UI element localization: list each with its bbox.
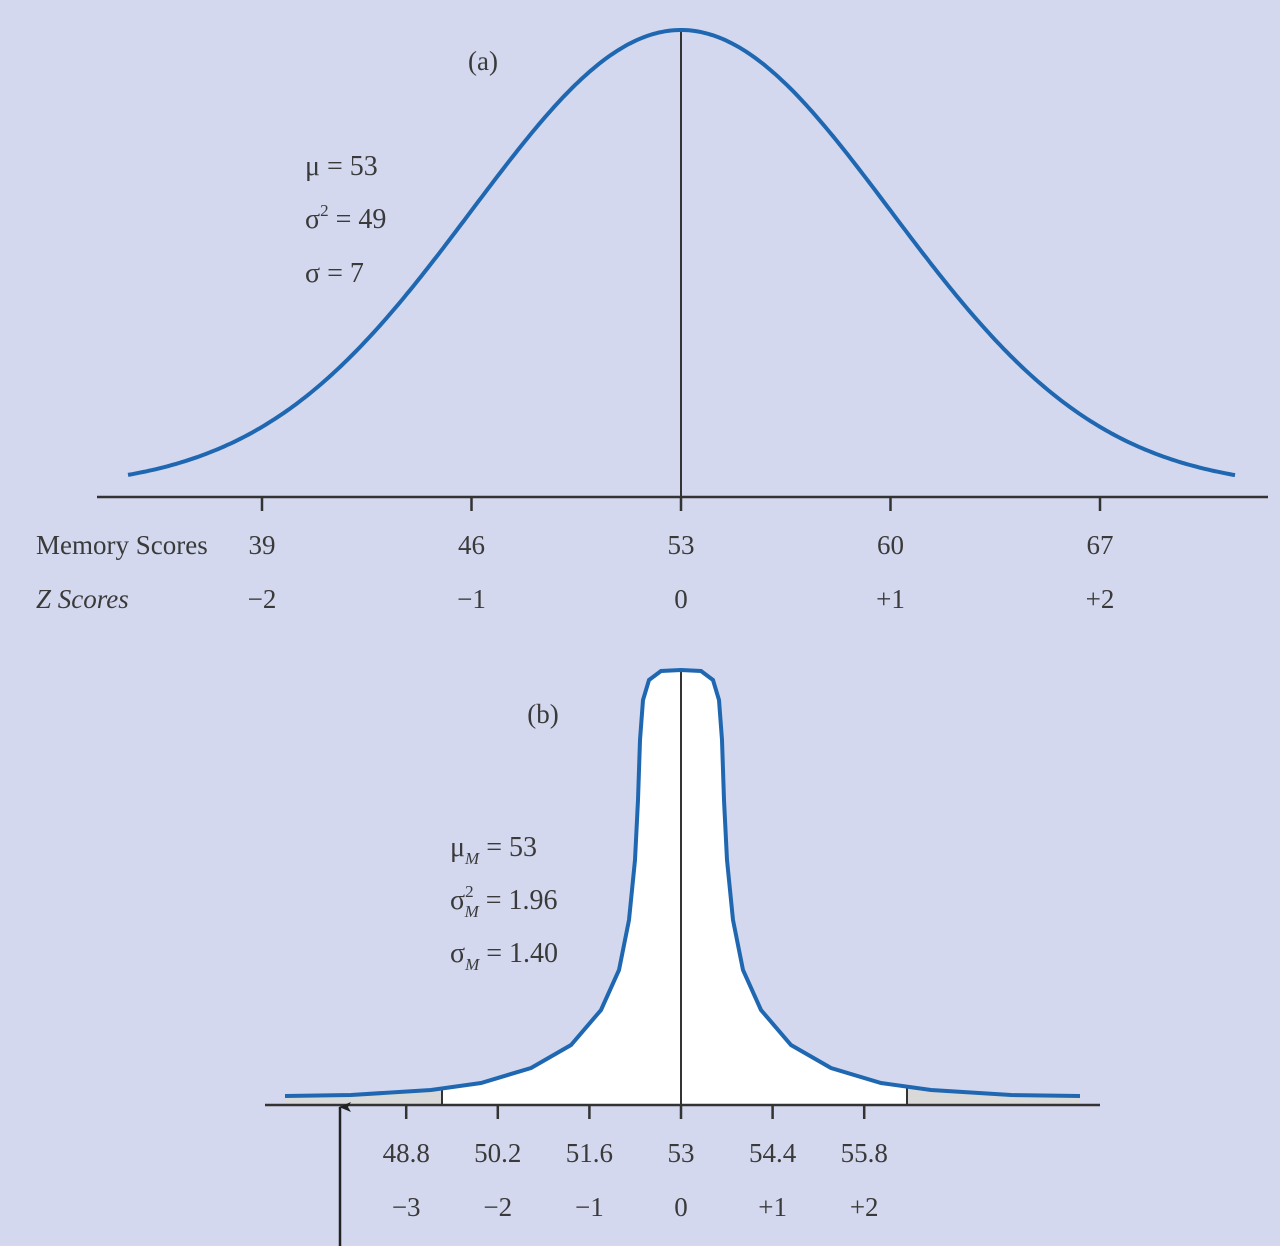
z-label: +2 xyxy=(1086,584,1115,614)
raw-row-label: Memory Scores xyxy=(36,530,208,560)
panel-a-mean: μ = 53 xyxy=(305,151,378,182)
tick-label: 54.4 xyxy=(749,1138,797,1168)
normal-curve xyxy=(127,28,1236,478)
tick-label: 39 xyxy=(249,530,276,560)
tick-label: 53 xyxy=(668,530,695,560)
panel-a-variance: σ2 = 49 xyxy=(305,201,386,235)
z-row-label: Z Scores xyxy=(36,584,129,614)
panel-b-sd: σM = 1.40 xyxy=(450,938,558,974)
z-label: 0 xyxy=(674,1192,688,1222)
panel-a-label: (a) xyxy=(468,46,498,76)
panel-b-variance: σ2 M = 1.96 xyxy=(450,882,558,921)
z-label: +1 xyxy=(876,584,905,614)
panel-a-sd: σ = 7 xyxy=(305,258,364,289)
tick-label: 50.2 xyxy=(474,1138,521,1168)
z-label: 0 xyxy=(674,584,688,614)
panel-a: (a) μ = 53 σ2 = 49 σ = 7 Memory Scores Z… xyxy=(36,28,1268,614)
z-label: −1 xyxy=(575,1192,604,1222)
tick-label: 51.6 xyxy=(566,1138,613,1168)
z-label: −2 xyxy=(248,584,277,614)
tick-label: 55.8 xyxy=(841,1138,888,1168)
z-label: −2 xyxy=(483,1192,512,1222)
z-label: −3 xyxy=(392,1192,421,1222)
z-label: +1 xyxy=(758,1192,787,1222)
tick-label: 53 xyxy=(668,1138,695,1168)
tick-label: 48.8 xyxy=(383,1138,430,1168)
panel-b-mean: μM = 53 xyxy=(450,832,537,868)
center-area xyxy=(285,670,1080,1105)
z-label: −1 xyxy=(457,584,486,614)
panel-b-label: (b) xyxy=(527,699,558,729)
tick-label: 67 xyxy=(1087,530,1114,560)
tick-label: 46 xyxy=(458,530,485,560)
sampling-curve xyxy=(284,667,1081,1098)
z-label: +2 xyxy=(850,1192,879,1222)
tick-label: 60 xyxy=(877,530,904,560)
panel-b: (b) μM = 53 σ2 M = 1.96 σM = 1.40 48.8 −3 5… xyxy=(265,667,1100,1246)
